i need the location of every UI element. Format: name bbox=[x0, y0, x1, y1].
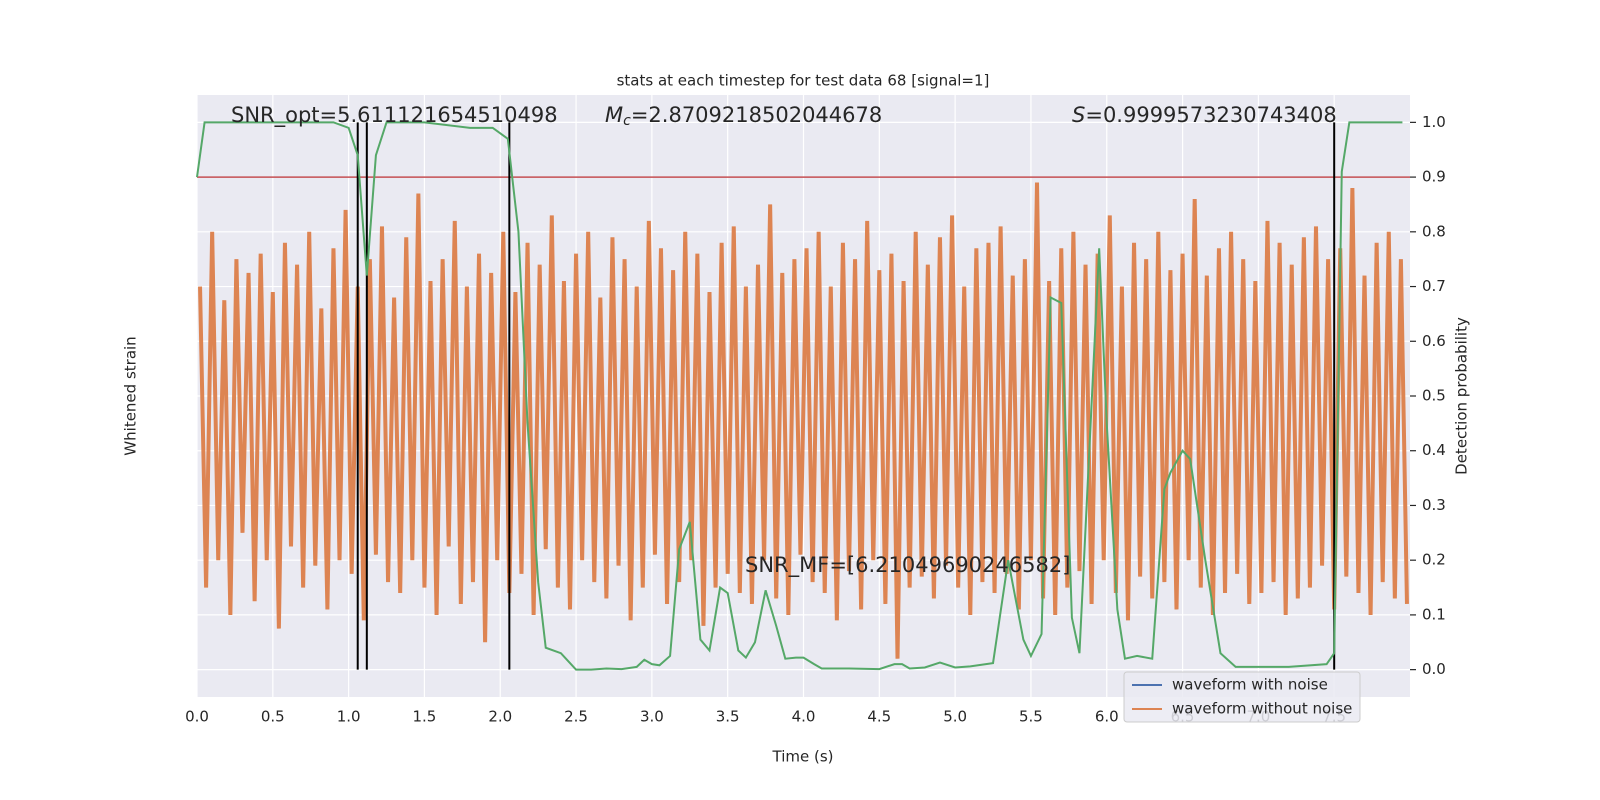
annotation-symbol: S bbox=[1072, 103, 1085, 127]
chart-title: stats at each timestep for test data 68 … bbox=[617, 72, 990, 90]
x-tick-label: 0.5 bbox=[261, 708, 285, 726]
legend-label: waveform with noise bbox=[1172, 676, 1328, 694]
annotation-subscript: c bbox=[623, 113, 631, 129]
annotation: SNR_MF=[6.21049690246582] bbox=[745, 553, 1070, 578]
y2-tick-label: 0.6 bbox=[1422, 332, 1446, 350]
x-tick-label: 3.5 bbox=[716, 708, 740, 726]
y2-tick-label: 0.5 bbox=[1422, 387, 1446, 405]
x-tick-label: 6.0 bbox=[1095, 708, 1119, 726]
legend-label: waveform without noise bbox=[1172, 700, 1352, 718]
strain-line bbox=[198, 182, 1409, 659]
y2-axis-label: Detection probability bbox=[1453, 317, 1471, 475]
y2-tick-label: 0.9 bbox=[1422, 168, 1446, 186]
x-tick-label: 1.0 bbox=[337, 708, 361, 726]
annotation-text: =0.9999573230743408 bbox=[1085, 103, 1336, 127]
probability-line bbox=[196, 121, 1403, 671]
x-tick-label: 0.0 bbox=[185, 708, 209, 726]
annotation-symbol: M bbox=[605, 103, 623, 127]
y-axis-label: Whitened strain bbox=[122, 336, 140, 455]
annotation: S=0.9999573230743408 bbox=[1072, 103, 1337, 127]
y2-tick-label: 0.2 bbox=[1422, 551, 1446, 569]
x-tick-label: 2.5 bbox=[564, 708, 588, 726]
y2-tick-label: 0.4 bbox=[1422, 441, 1446, 459]
annotation: SNR_opt=5.611121654510498 bbox=[231, 103, 558, 128]
x-tick-label: 3.0 bbox=[640, 708, 664, 726]
x-tick-label: 5.0 bbox=[943, 708, 967, 726]
y2-tick-label: 0.0 bbox=[1422, 660, 1446, 678]
x-axis-label: Time (s) bbox=[772, 748, 834, 766]
x-tick-label: 2.0 bbox=[488, 708, 512, 726]
y2-tick-label: 0.7 bbox=[1422, 277, 1446, 295]
legend-box bbox=[1123, 671, 1361, 723]
x-tick-label: 5.5 bbox=[1019, 708, 1043, 726]
y2-tick-label: 0.1 bbox=[1422, 605, 1446, 623]
x-tick-label: 4.5 bbox=[867, 708, 891, 726]
x-tick-label: 4.0 bbox=[792, 708, 816, 726]
y2-tick-label: 1.0 bbox=[1422, 113, 1446, 131]
annotation-text: =2.8709218502044678 bbox=[631, 103, 882, 127]
x-tick-label: 1.5 bbox=[413, 708, 437, 726]
y2-tick-label: 0.8 bbox=[1422, 222, 1446, 240]
y2-tick-label: 0.3 bbox=[1422, 496, 1446, 514]
legend: waveform with noise waveform without nois… bbox=[1123, 671, 1361, 723]
annotation: Mc=2.8709218502044678 bbox=[605, 103, 882, 129]
